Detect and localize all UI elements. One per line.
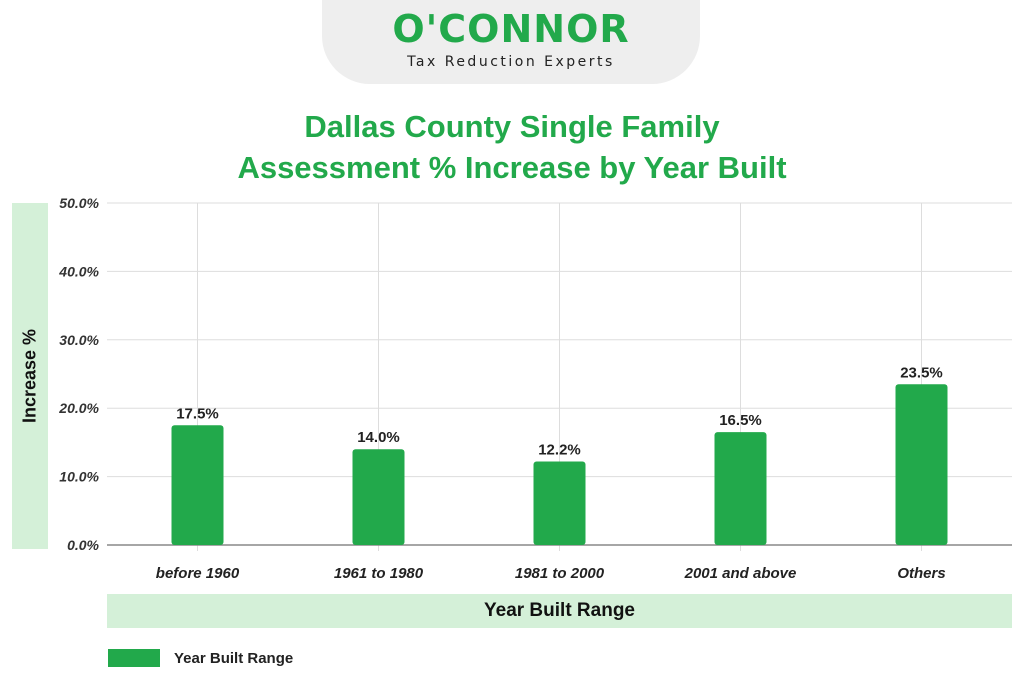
bar bbox=[895, 384, 948, 545]
data-label: 16.5% bbox=[719, 412, 762, 429]
brand-tagline: Tax Reduction Experts bbox=[407, 54, 615, 70]
chart-title: Dallas County Single Family Assessment %… bbox=[0, 106, 1024, 188]
chart-title-line1: Dallas County Single Family bbox=[304, 109, 720, 144]
logo-tab: O'CONNOR Tax Reduction Experts bbox=[322, 0, 700, 84]
x-tick-label: 1981 to 2000 bbox=[515, 565, 605, 582]
bar bbox=[352, 449, 405, 545]
y-tick-label: 0.0% bbox=[67, 537, 99, 553]
legend: Year Built Range bbox=[108, 648, 293, 668]
data-label: 23.5% bbox=[900, 364, 943, 381]
legend-swatch bbox=[108, 649, 160, 667]
y-tick-label: 50.0% bbox=[59, 195, 99, 211]
x-tick-labels: before 1960 1961 to 1980 1981 to 2000 2001 … bbox=[156, 565, 946, 582]
bar bbox=[714, 432, 767, 545]
y-tick-label: 10.0% bbox=[59, 469, 99, 485]
bar bbox=[533, 461, 586, 545]
data-label: 17.5% bbox=[176, 405, 219, 422]
legend-label: Year Built Range bbox=[174, 649, 294, 667]
y-tick-label: 40.0% bbox=[58, 263, 99, 279]
chart-title-line2: Assessment % Increase by Year Built bbox=[237, 150, 787, 185]
data-labels: 17.5% 14.0% 12.2% 16.5% 23.5% bbox=[176, 364, 943, 458]
x-axis-label: Year Built Range bbox=[484, 600, 635, 621]
y-tick-label: 30.0% bbox=[59, 332, 99, 348]
x-axis-label-band: Year Built Range bbox=[107, 594, 1012, 628]
data-label: 14.0% bbox=[357, 429, 400, 446]
x-tick-label: 2001 and above bbox=[684, 565, 797, 582]
x-tick-label: before 1960 bbox=[156, 565, 240, 582]
y-tick-labels: 0.0% 10.0% 20.0% 30.0% 40.0% 50.0% bbox=[58, 195, 99, 553]
data-label: 12.2% bbox=[538, 442, 581, 459]
bars bbox=[171, 384, 948, 545]
y-axis-label-band bbox=[12, 203, 48, 549]
bar bbox=[171, 425, 224, 545]
y-tick-label: 20.0% bbox=[58, 400, 99, 416]
brand-logo: O'CONNOR bbox=[392, 7, 630, 51]
x-tick-label: Others bbox=[897, 565, 945, 582]
x-tick-label: 1961 to 1980 bbox=[334, 565, 424, 582]
